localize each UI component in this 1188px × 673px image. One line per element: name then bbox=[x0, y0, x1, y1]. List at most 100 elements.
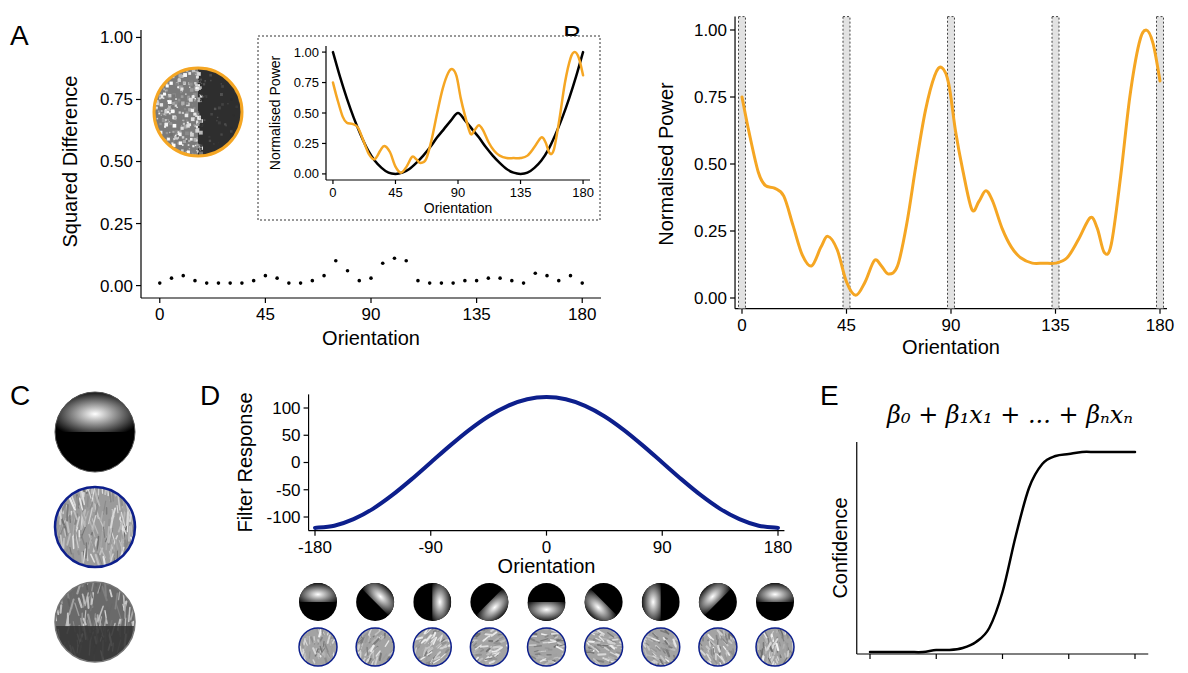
image-speck bbox=[169, 132, 170, 133]
y-tick-label: 0.25 bbox=[294, 136, 319, 151]
image-speck bbox=[236, 70, 237, 71]
texture-stroke bbox=[333, 626, 334, 629]
image-speck bbox=[191, 109, 194, 112]
x-tick bbox=[265, 298, 266, 303]
x-tick-label: 0 bbox=[329, 185, 336, 200]
texture-stroke bbox=[109, 529, 112, 543]
data-point bbox=[181, 274, 185, 278]
texture-stroke bbox=[489, 640, 492, 642]
texture-stroke bbox=[375, 630, 381, 635]
image-speck bbox=[183, 140, 186, 143]
texture-stroke bbox=[774, 664, 776, 670]
image-base bbox=[528, 583, 566, 621]
texture-stroke bbox=[93, 523, 95, 529]
texture-stroke bbox=[82, 577, 84, 586]
image-speck bbox=[195, 119, 197, 121]
image-speck bbox=[164, 123, 168, 127]
image-speck bbox=[172, 102, 175, 105]
texture-stroke bbox=[59, 491, 61, 504]
texture-base bbox=[356, 628, 394, 666]
image-speck bbox=[171, 109, 175, 113]
image-clip bbox=[299, 583, 337, 621]
texture-stroke bbox=[791, 629, 794, 635]
image-speck bbox=[241, 80, 242, 81]
texture-stroke bbox=[328, 636, 330, 643]
image-speck bbox=[181, 87, 184, 90]
y-axis-title: Normalised Power bbox=[267, 55, 283, 170]
image-bright bbox=[362, 575, 402, 615]
texture-image bbox=[756, 628, 796, 670]
image-speck bbox=[175, 98, 177, 100]
data-point bbox=[275, 276, 279, 280]
texture-stroke bbox=[715, 654, 716, 660]
texture-stroke bbox=[96, 506, 98, 515]
texture-stroke bbox=[779, 642, 781, 646]
panel-label: E bbox=[820, 380, 839, 411]
image-speck bbox=[157, 141, 159, 143]
image-speck bbox=[181, 127, 184, 130]
texture-base bbox=[413, 628, 451, 666]
texture-stroke bbox=[132, 491, 134, 499]
texture-stroke bbox=[676, 663, 679, 664]
image-speck bbox=[196, 76, 199, 79]
image-speck bbox=[159, 123, 161, 125]
image-border bbox=[470, 628, 508, 666]
texture-stroke bbox=[717, 654, 722, 659]
texture-stroke bbox=[725, 634, 727, 640]
texture-image bbox=[297, 622, 338, 666]
texture-stroke bbox=[126, 512, 129, 525]
texture-image bbox=[356, 623, 398, 666]
texture-stroke bbox=[106, 508, 108, 514]
texture-stroke bbox=[757, 660, 758, 665]
texture-stroke bbox=[529, 631, 532, 633]
texture-stroke bbox=[471, 661, 475, 665]
texture-stroke bbox=[305, 641, 307, 646]
data-point bbox=[217, 281, 221, 285]
texture-stroke bbox=[81, 535, 84, 545]
texture-stroke bbox=[59, 644, 61, 659]
image-speck bbox=[197, 123, 200, 126]
texture-stroke bbox=[90, 501, 93, 509]
image-speck bbox=[200, 100, 201, 101]
y-tick-label: 0.50 bbox=[294, 106, 319, 121]
image-speck bbox=[157, 141, 159, 143]
image-speck bbox=[160, 103, 163, 106]
texture-stroke bbox=[68, 599, 70, 606]
image-speck bbox=[216, 120, 218, 122]
texture-stroke bbox=[616, 654, 619, 655]
image-speck bbox=[198, 98, 200, 100]
texture-stroke bbox=[618, 665, 621, 667]
texture-stroke bbox=[118, 496, 120, 510]
image-border bbox=[154, 68, 242, 156]
texture-stroke bbox=[440, 624, 442, 628]
texture-stroke bbox=[101, 532, 103, 547]
texture-stroke bbox=[529, 664, 533, 666]
texture-stroke bbox=[472, 653, 478, 654]
texture-stroke bbox=[128, 550, 130, 557]
texture-stroke bbox=[63, 539, 65, 549]
texture-stroke bbox=[678, 660, 681, 661]
texture-stroke bbox=[664, 645, 668, 649]
texture-stroke bbox=[475, 645, 481, 649]
texture-stroke bbox=[414, 643, 416, 648]
texture-stroke bbox=[535, 629, 538, 630]
image-speck bbox=[157, 134, 159, 136]
image-speck bbox=[171, 69, 174, 72]
y-tick-label: 0 bbox=[291, 453, 300, 472]
texture-stroke bbox=[595, 646, 600, 650]
data-line bbox=[742, 30, 1160, 295]
data-point bbox=[440, 281, 444, 285]
y-tick-label: 0.75 bbox=[100, 90, 133, 109]
y-tick-label: 0.00 bbox=[294, 166, 319, 181]
texture-stroke bbox=[706, 664, 710, 670]
texture-stroke bbox=[699, 659, 701, 665]
x-axis-title: Orientation bbox=[498, 555, 596, 577]
texture-stroke bbox=[548, 634, 553, 637]
texture-stroke bbox=[304, 626, 305, 630]
image-speck bbox=[176, 135, 178, 137]
texture-stroke bbox=[365, 657, 368, 660]
texture-stroke bbox=[129, 594, 131, 600]
texture-stroke bbox=[133, 588, 135, 596]
data-point bbox=[205, 281, 209, 285]
image-speck bbox=[165, 123, 168, 126]
